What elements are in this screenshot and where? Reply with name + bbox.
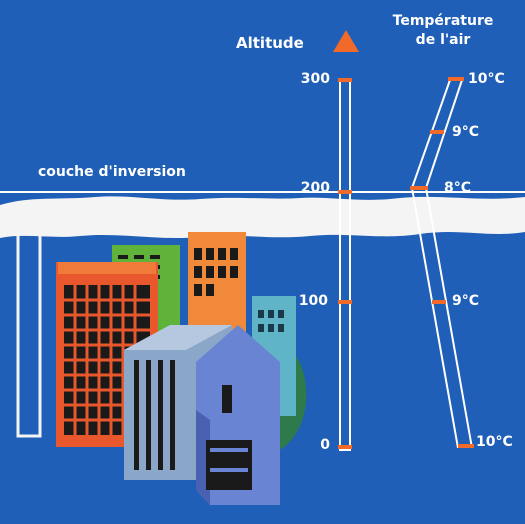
smog-column — [16, 220, 42, 438]
building-house — [196, 325, 280, 505]
temperature-reading-300: 10°C — [468, 71, 505, 87]
temperature-reading-100: 9°C — [452, 293, 480, 309]
temperature-title-line1: Température — [392, 13, 494, 29]
altitude-title: Altitude — [236, 34, 304, 52]
altitude-tick-200: 200 — [300, 180, 330, 196]
altitude-tick-100: 100 — [298, 293, 328, 309]
temperature-reading-200: 8°C — [444, 180, 472, 196]
altitude-tick-0: 0 — [320, 437, 330, 453]
temperature-title-line2: de l'air — [415, 32, 471, 48]
inversion-layer-label: couche d'inversion — [38, 164, 186, 180]
temperature-title: Température de l'air — [388, 12, 498, 50]
temperature-reading-250: 9°C — [452, 124, 480, 140]
altitude-marker-icon — [333, 30, 359, 52]
temperature-markers — [410, 77, 474, 448]
smog-cloud — [0, 196, 525, 239]
altitude-tick-300: 300 — [300, 71, 330, 87]
altitude-scale — [338, 78, 352, 451]
temperature-reading-0: 10°C — [476, 434, 513, 450]
